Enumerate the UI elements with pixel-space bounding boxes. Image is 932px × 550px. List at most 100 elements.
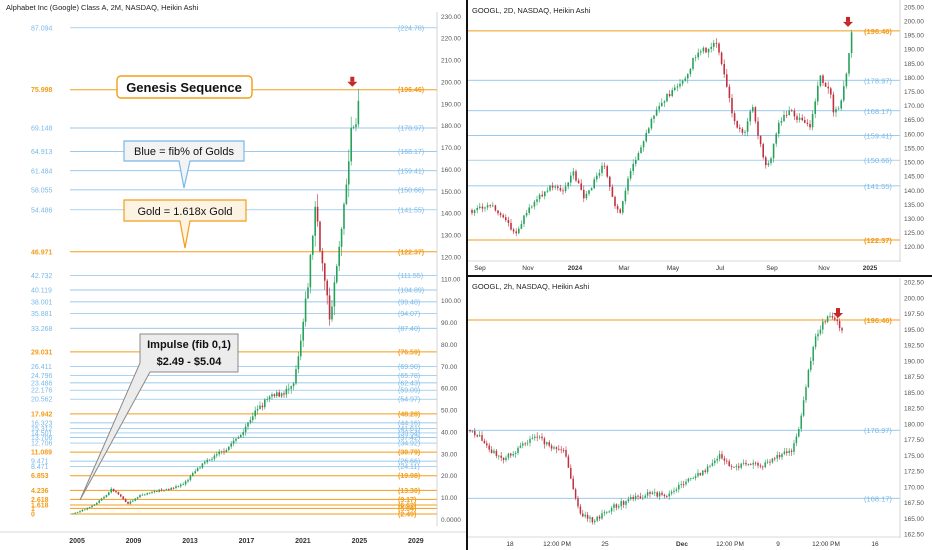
price-axis-tick-label: 205.00 bbox=[904, 4, 924, 11]
candle-body bbox=[531, 206, 533, 208]
candle-body bbox=[567, 182, 569, 187]
candle-body bbox=[165, 489, 168, 490]
candle-body bbox=[764, 462, 766, 468]
candle-body bbox=[490, 449, 493, 453]
price-axis-tick-label: 200.00 bbox=[904, 295, 924, 302]
candle-body bbox=[635, 159, 637, 164]
candle-body bbox=[824, 321, 826, 323]
down-arrow-marker-stem bbox=[846, 16, 850, 22]
candle-body bbox=[661, 492, 663, 495]
candle-body bbox=[522, 443, 524, 446]
fib-ratio-label: 54.486 bbox=[31, 207, 53, 214]
top-right-chart-title: GOOGL, 2D, NASDAQ, Heikin Ashi bbox=[472, 6, 591, 15]
price-axis-tick-label: 145.00 bbox=[904, 174, 924, 181]
candle-body bbox=[699, 472, 702, 476]
fib-price-label: (54.97) bbox=[398, 397, 420, 404]
candle-body bbox=[598, 172, 601, 176]
candle-body bbox=[249, 420, 252, 423]
candle-body bbox=[502, 215, 504, 218]
candle-body bbox=[273, 394, 276, 396]
candle-body bbox=[254, 410, 256, 417]
candle-body bbox=[619, 209, 621, 213]
candle-body bbox=[749, 111, 751, 122]
candle-body bbox=[549, 185, 551, 191]
candle-body bbox=[577, 498, 579, 507]
candle-body bbox=[765, 157, 767, 166]
candle-body bbox=[772, 143, 775, 159]
candle-body bbox=[770, 158, 772, 164]
candle-body bbox=[812, 346, 814, 361]
fib-price-label: (39.54) bbox=[398, 430, 420, 437]
candle-body bbox=[590, 188, 593, 191]
fib-ratio-label: 6.853 bbox=[31, 473, 49, 480]
candle-body bbox=[582, 513, 584, 517]
price-axis-tick-label: 150.00 bbox=[904, 160, 924, 167]
candle-body bbox=[505, 217, 507, 221]
candle-body bbox=[585, 193, 588, 199]
candle-body bbox=[798, 428, 800, 437]
down-arrow-marker bbox=[347, 81, 358, 87]
candle-body bbox=[822, 75, 824, 83]
candle-body bbox=[541, 194, 543, 197]
candle-body bbox=[343, 204, 345, 229]
candle-body bbox=[546, 190, 549, 192]
candle-body bbox=[681, 80, 684, 84]
candle-body bbox=[199, 467, 201, 469]
candle-body bbox=[172, 487, 175, 489]
candle-body bbox=[850, 32, 853, 54]
candle-body bbox=[637, 153, 640, 160]
candle-body bbox=[567, 456, 570, 468]
candle-body bbox=[778, 122, 780, 134]
candle-body bbox=[663, 494, 666, 497]
candle-body bbox=[759, 465, 762, 467]
price-axis-tick-label: 175.00 bbox=[904, 89, 924, 96]
candle-body bbox=[692, 478, 694, 479]
fib-ratio-label: 58.055 bbox=[31, 187, 53, 194]
candle-body bbox=[74, 512, 77, 514]
candle-body bbox=[237, 437, 240, 439]
candle-body bbox=[807, 369, 810, 388]
candle-body bbox=[529, 438, 531, 443]
fib-ratio-label: 1 bbox=[31, 506, 35, 513]
candle-body bbox=[594, 520, 596, 523]
candle-body bbox=[817, 333, 819, 337]
candle-body bbox=[558, 448, 560, 450]
candle-body bbox=[710, 46, 712, 49]
candle-body bbox=[843, 86, 845, 101]
time-axis-tick-label: 2013 bbox=[182, 538, 198, 545]
top-right-chart[interactable]: (196.46) (178.97) (168.17) (159.41) (150.66)… bbox=[468, 0, 932, 276]
bottom-right-chart[interactable]: (196.46) (178.97) (168.17) 202.50 200.00 197.… bbox=[468, 278, 932, 550]
impulse-label-line1: Impulse (fib 0,1) bbox=[147, 339, 231, 351]
horizontal-panel-divider bbox=[468, 275, 932, 277]
candle-body bbox=[726, 74, 728, 87]
left-chart[interactable]: 87.094 (224.78) 75.998 (196.46) 69.148 (178.9… bbox=[0, 0, 466, 550]
candle-body bbox=[88, 507, 91, 509]
price-axis-tick-label: 230.00 bbox=[441, 14, 461, 21]
price-axis-tick-label: 195.00 bbox=[904, 33, 924, 40]
candle-body bbox=[476, 435, 478, 437]
candle-body bbox=[105, 494, 108, 497]
fib-price-label: (5.04) bbox=[398, 506, 416, 513]
candle-body bbox=[235, 438, 237, 441]
candle-body bbox=[517, 447, 519, 453]
candle-body bbox=[543, 438, 546, 445]
candle-body bbox=[141, 494, 144, 496]
candle-body bbox=[836, 319, 838, 321]
price-axis-tick-label: 185.00 bbox=[904, 61, 924, 68]
candle-body bbox=[622, 201, 624, 213]
fib-ratio-label: 23.486 bbox=[31, 380, 53, 387]
candle-body bbox=[791, 110, 793, 112]
candle-body bbox=[658, 106, 660, 110]
candle-body bbox=[340, 228, 343, 247]
price-axis-tick-label: 170.00 bbox=[904, 484, 924, 491]
gold-note-callout bbox=[123, 199, 247, 249]
candle-body bbox=[766, 461, 769, 463]
candle-body bbox=[670, 491, 673, 494]
candle-body bbox=[129, 501, 132, 504]
fib-ratio-label: 11.089 bbox=[31, 450, 52, 457]
candle-body bbox=[136, 497, 139, 499]
fib-price-label: (13.30) bbox=[398, 488, 420, 495]
candle-body bbox=[788, 110, 790, 116]
candle-body bbox=[564, 186, 567, 192]
price-axis-tick-label: 187.50 bbox=[904, 374, 924, 381]
